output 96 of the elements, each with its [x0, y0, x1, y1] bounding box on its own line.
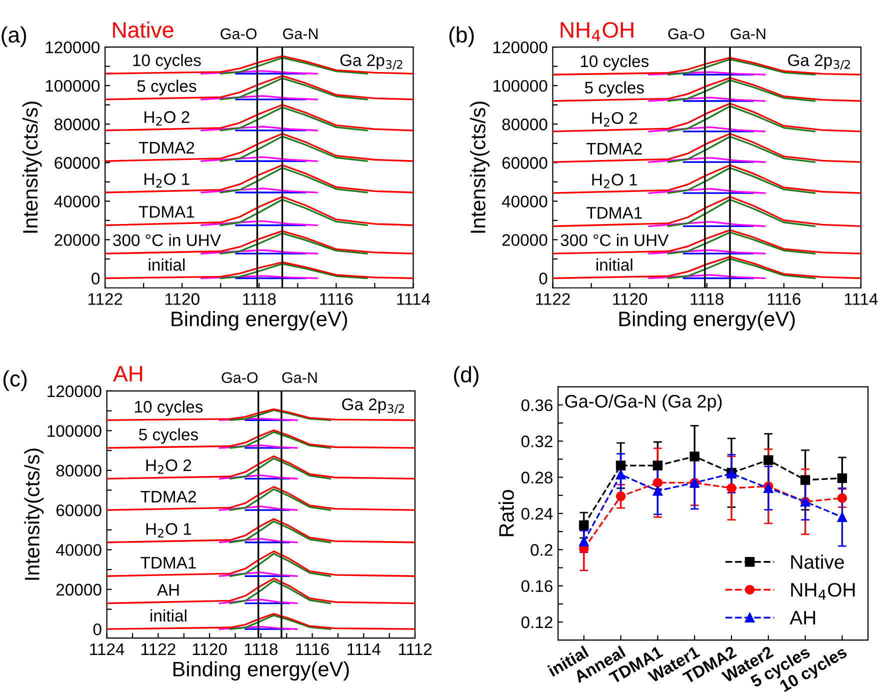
legend-label: AH — [790, 611, 816, 624]
series-label: 10 cycles — [133, 54, 201, 70]
x-tick-label: 1122 — [536, 293, 570, 305]
x-axis-title: Binding energy(eV) — [172, 311, 348, 330]
x-tick-label: 1118 — [690, 293, 724, 305]
y-tick-label: 0 — [539, 272, 548, 284]
y-tick-label: 0.28 — [521, 472, 552, 484]
series-label: H$_{2}$O 1 — [144, 173, 190, 188]
series-label: AH — [156, 584, 179, 596]
series-label: H$_{2}$O 2 — [592, 112, 637, 127]
y-tick-label: 40000 — [502, 196, 548, 208]
y-tick-label: 20000 — [54, 234, 100, 246]
chart-subtitle: AH — [113, 366, 142, 382]
y-tick-label: 80000 — [54, 118, 100, 130]
series-label: H$_{2}$O 1 — [146, 523, 192, 538]
y-tick-label: 100000 — [48, 425, 102, 437]
annotation: Ga 2p$_{3/2}$ — [788, 54, 850, 70]
series-label: 10 cycles — [135, 400, 203, 416]
y-axis-title: Intensity(cts/s) — [470, 102, 490, 233]
y-tick-label: 20000 — [56, 584, 102, 596]
y-tick-label: 0 — [93, 623, 102, 636]
y-axis-title: Ratio — [498, 490, 514, 536]
x-tick-label: 1120 — [192, 643, 227, 656]
annotation: Ga 2p$_{3/2}$ — [342, 398, 404, 414]
y-tick-label: 0 — [92, 272, 100, 284]
series-label: H$_{2}$O 2 — [146, 459, 192, 474]
series-label: 5 cycles — [584, 81, 644, 97]
y-tick-label: 120000 — [46, 41, 100, 54]
x-tick-label: 1116 — [320, 293, 353, 305]
y-tick-label: 80000 — [502, 118, 548, 130]
x-tick-label: 1114 — [397, 293, 430, 305]
y-tick-label: 120000 — [494, 41, 548, 54]
x-tick-label: 1114 — [348, 643, 380, 655]
y-tick-label: 0.32 — [521, 436, 552, 448]
series-label: TDMA2 — [586, 142, 642, 154]
x-tick-label: 1116 — [768, 293, 800, 305]
ref-line-label: Ga-O — [668, 28, 704, 40]
y-tick-label: 80000 — [56, 464, 102, 477]
y-tick-label: 60000 — [502, 157, 548, 169]
ref-line-label: Ga-O — [220, 28, 257, 40]
x-tick-label: 1118 — [243, 293, 276, 305]
chart-title: (d) — [454, 366, 478, 387]
x-tick-label: 1120 — [613, 293, 648, 305]
chart-subtitle: Native — [113, 22, 174, 38]
chart-title: (c) — [3, 370, 27, 391]
x-tick-label: 1114 — [844, 293, 878, 305]
series-label: TDMA1 — [138, 206, 194, 218]
y-tick-label: 0.12 — [521, 616, 552, 628]
ref-line-label: Ga-N — [730, 28, 766, 40]
annotation: Ga 2p$_{3/2}$ — [340, 54, 402, 70]
x-tick-label: 1120 — [165, 293, 200, 305]
series-label: initial — [148, 258, 185, 271]
y-tick-label: 0.36 — [521, 399, 552, 412]
ref-line-label: Ga-O — [222, 372, 258, 384]
y-tick-label: 120000 — [48, 385, 102, 398]
ref-line-label: Ga-N — [282, 372, 317, 384]
series-label: 300 °C in UHV — [560, 234, 669, 246]
y-tick-label: 40000 — [56, 544, 102, 556]
y-tick-label: 60000 — [56, 504, 102, 516]
series-label: 10 cycles — [580, 54, 649, 70]
series-label: TDMA1 — [586, 207, 642, 219]
y-axis-title: Intensity(cts/s) — [24, 448, 44, 580]
series-label: initial — [150, 609, 186, 622]
chart-subtitle: NH$_{4}$OH — [560, 22, 634, 42]
series-label: 300 °C in UHV — [113, 234, 221, 246]
y-tick-label: 60000 — [54, 157, 100, 169]
y-tick-label: 0.2 — [530, 544, 552, 556]
series-label: TDMA2 — [140, 490, 196, 502]
annotation: Ga-O/Ga-N (Ga 2p) — [565, 394, 722, 412]
legend-label: Native — [791, 554, 844, 569]
y-tick-label: 0.16 — [521, 580, 552, 592]
chart-title: (a) — [2, 26, 26, 48]
series-label: TDMA1 — [140, 557, 196, 568]
x-tick-label: 1122 — [142, 643, 176, 655]
x-tick-label: 1112 — [398, 643, 432, 655]
series-label: H$_{2}$O 2 — [144, 111, 190, 126]
y-axis-title: Intensity(cts/s) — [22, 102, 42, 233]
x-axis-title: Binding energy(eV) — [173, 661, 349, 681]
y-tick-label: 20000 — [502, 234, 548, 246]
y-tick-label: 40000 — [54, 196, 100, 208]
series-label: TDMA2 — [138, 142, 194, 154]
ref-line-label: Ga-N — [283, 28, 318, 40]
x-tick-label: 1116 — [296, 643, 329, 656]
x-tick-label: 1118 — [244, 643, 278, 656]
series-label: 5 cycles — [137, 80, 196, 96]
series-label: initial — [596, 258, 632, 271]
x-tick-label: 1122 — [88, 293, 122, 305]
legend-label: NH$_{4}$OH — [791, 582, 855, 600]
x-axis-title: Binding energy(eV) — [619, 311, 795, 330]
x-tick-label: 1124 — [90, 643, 124, 655]
series-label: 5 cycles — [139, 428, 198, 444]
y-tick-label: 100000 — [494, 80, 548, 92]
series-label: H$_{2}$O 1 — [592, 174, 638, 188]
chart-title: (b) — [449, 26, 474, 48]
y-tick-label: 100000 — [46, 80, 100, 92]
y-tick-label: 0.24 — [521, 508, 553, 520]
